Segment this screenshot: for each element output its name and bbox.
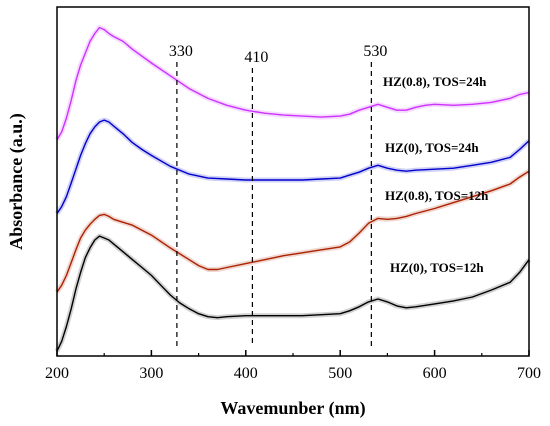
- x-tick-label-200: 200: [45, 365, 69, 382]
- series-label-1: HZ(0), TOS=24h: [385, 140, 479, 155]
- reference-label-410: 410: [244, 49, 268, 66]
- x-tick-label-500: 500: [328, 365, 352, 382]
- x-axis-title: Wavemunber (nm): [220, 398, 365, 419]
- series-labels: HZ(0.8), TOS=24h HZ(0), TOS=24h HZ(0.8), T…: [383, 74, 489, 275]
- series-label-0: HZ(0.8), TOS=24h: [383, 74, 487, 89]
- series-label-2: HZ(0.8), TOS=12h: [385, 188, 489, 203]
- x-tick-label-400: 400: [234, 365, 258, 382]
- series-line-0: [56, 26, 530, 141]
- reference-label-530: 530: [363, 43, 387, 60]
- x-ticks: 200 300 400 500 600 700: [45, 350, 541, 382]
- reference-lines: 330 410 530: [169, 43, 387, 346]
- series-layer: [54, 25, 532, 353]
- reference-label-330: 330: [169, 43, 193, 60]
- series-line-1: [56, 119, 530, 214]
- x-tick-label-600: 600: [423, 365, 447, 382]
- series-label-3: HZ(0), TOS=12h: [390, 260, 484, 275]
- x-tick-label-300: 300: [139, 365, 163, 382]
- series-line-2: [56, 170, 530, 293]
- series-line-3: [56, 235, 530, 352]
- y-axis-title: Absorbance (a.u.): [6, 113, 27, 250]
- x-tick-label-700: 700: [517, 365, 541, 382]
